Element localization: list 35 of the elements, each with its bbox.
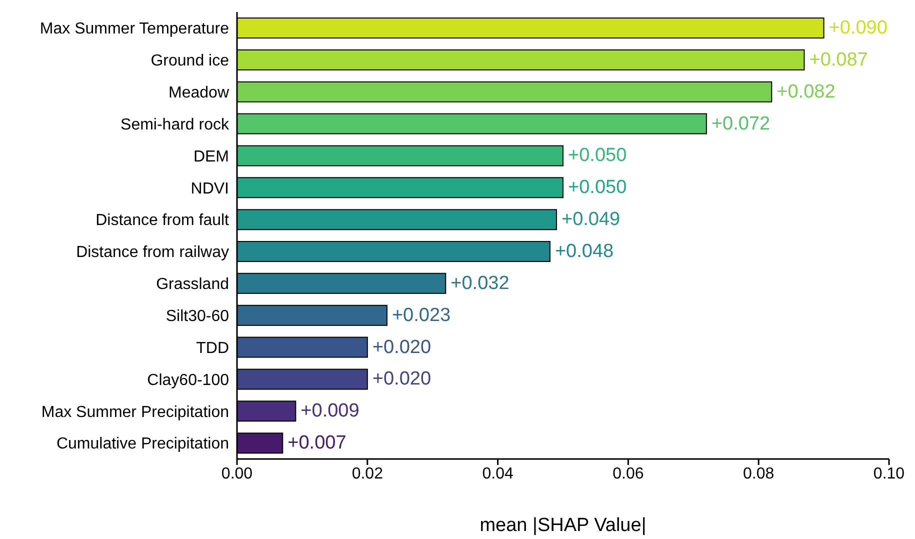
data-label: +0.090: [828, 18, 888, 38]
data-label: +0.050: [568, 145, 627, 166]
data-label: +0.072: [711, 113, 770, 134]
y-tick-label: TDD: [196, 340, 229, 357]
x-tick-label: 0.06: [612, 465, 644, 482]
data-label: +0.049: [561, 209, 620, 230]
y-tick-label: Distance from fault: [96, 212, 230, 230]
y-tick-label: NDVI: [190, 180, 229, 198]
x-tick-label: 0.04: [482, 465, 514, 482]
y-tick-label: Max Summer Temperature: [40, 20, 230, 38]
data-label: +0.032: [450, 272, 510, 294]
data-label: +0.007: [288, 432, 346, 454]
data-label: +0.050: [568, 177, 627, 198]
x-tick-label: 0.10: [873, 465, 905, 482]
x-axis-title: mean |SHAP Value|: [480, 515, 646, 536]
y-tick-label: Meadow: [168, 84, 230, 102]
x-tick-label: 0.00: [221, 465, 253, 482]
y-tick-label: Max Summer Precipitation: [41, 404, 229, 421]
data-label: +0.082: [776, 81, 836, 102]
y-tick-label: Distance from railway: [76, 244, 229, 262]
y-tick-label: Grassland: [156, 276, 229, 294]
data-label: +0.009: [300, 400, 360, 422]
x-tick-label: 0.08: [743, 465, 774, 482]
y-tick-label: Semi-hard rock: [120, 116, 230, 134]
data-label: +0.020: [372, 336, 432, 358]
y-tick-label: Silt30-60: [166, 308, 230, 325]
y-tick-label: DEM: [193, 148, 229, 166]
data-label: +0.023: [392, 304, 451, 326]
y-tick-label: Cumulative Precipitation: [56, 436, 229, 453]
x-tick-label: 0.02: [352, 465, 384, 482]
y-tick-label: Ground ice: [150, 52, 230, 70]
data-label: +0.087: [809, 49, 868, 70]
data-label: +0.048: [554, 241, 614, 262]
data-label: +0.020: [372, 368, 432, 390]
y-tick-label: Clay60-100: [147, 372, 230, 389]
